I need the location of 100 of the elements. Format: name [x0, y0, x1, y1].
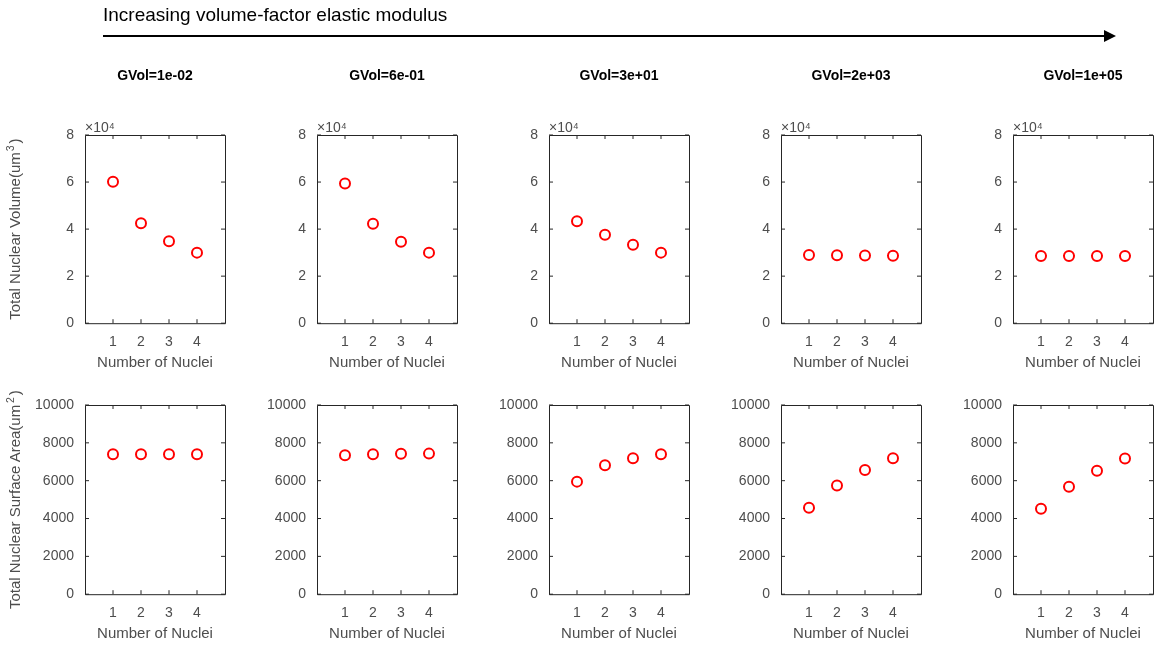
point — [627, 238, 639, 251]
x-tick-label: 3 — [861, 333, 870, 350]
x-axis-title: Number of Nuclei — [97, 353, 213, 371]
y-tick-label: 4000 — [970, 509, 1003, 526]
x-tick-label: 3 — [397, 333, 406, 350]
y-axis-title: Total Nuclear Surface Area(um2) — [4, 390, 23, 610]
annotation: ×10⁴ — [781, 119, 811, 135]
x-tick-label: 1 — [109, 333, 118, 350]
y-tick-label: 2000 — [970, 547, 1003, 564]
y-tick-label: 4 — [762, 219, 771, 236]
y-tick-label: 6000 — [274, 471, 307, 488]
y-tick-label: 10000 — [267, 395, 307, 412]
y-tick-label: 4000 — [42, 509, 75, 526]
x-axis-title: Number of Nuclei — [793, 353, 909, 371]
point — [163, 235, 175, 248]
y-tick-label: 10000 — [731, 395, 771, 412]
y-tick-label: 6000 — [42, 471, 75, 488]
x-axis-title: Number of Nuclei — [329, 353, 445, 371]
x-tick-label: 3 — [1093, 333, 1102, 350]
x-tick-label: 4 — [193, 604, 202, 621]
point — [627, 452, 639, 465]
x-tick-label: 2 — [369, 604, 378, 621]
point — [859, 464, 871, 477]
y-tick-label: 8 — [298, 125, 307, 142]
x-tick-label: 2 — [833, 604, 842, 621]
x-tick-label: 2 — [1065, 604, 1074, 621]
chart-title: GVol=6e-01 — [349, 67, 426, 83]
x-tick-label: 4 — [1121, 604, 1130, 621]
y-tick-label: 10000 — [963, 395, 1003, 412]
y-tick-label: 4 — [66, 219, 75, 236]
x-axis-title: Number of Nuclei — [97, 624, 213, 642]
y-tick-label: 2 — [66, 267, 75, 284]
y-tick-label: 0 — [66, 314, 75, 331]
x-tick-label: 3 — [165, 333, 174, 350]
x-axis-title: Number of Nuclei — [329, 624, 445, 642]
y-tick-label: 0 — [994, 585, 1003, 602]
x-tick-label: 4 — [193, 333, 202, 350]
y-tick-label: 6 — [530, 172, 539, 189]
y-tick-label: 10000 — [35, 395, 75, 412]
point — [1091, 464, 1103, 477]
x-tick-label: 3 — [1093, 604, 1102, 621]
y-tick-label: 6000 — [970, 471, 1003, 488]
y-tick-label: 8 — [530, 125, 539, 142]
x-tick-label: 1 — [805, 333, 814, 350]
x-tick-label: 1 — [805, 604, 814, 621]
y-tick-label: 8 — [66, 125, 75, 142]
x-axis-title: Number of Nuclei — [1025, 353, 1141, 371]
x-tick-label: 2 — [601, 333, 610, 350]
point — [887, 452, 899, 465]
x-tick-label: 2 — [137, 333, 146, 350]
x-tick-label: 4 — [889, 604, 898, 621]
y-tick-label: 2000 — [506, 547, 539, 564]
x-tick-label: 1 — [1037, 604, 1046, 621]
point — [803, 501, 815, 514]
x-tick-label: 4 — [1121, 333, 1130, 350]
y-tick-label: 4 — [530, 219, 539, 236]
y-tick-label: 8 — [994, 125, 1003, 142]
x-tick-label: 3 — [629, 333, 638, 350]
x-tick-label: 2 — [369, 333, 378, 350]
y-tick-label: 10000 — [499, 395, 539, 412]
point — [1063, 480, 1075, 493]
y-tick-label: 0 — [762, 314, 771, 331]
y-tick-label: 2 — [298, 267, 307, 284]
annotation: ×10⁴ — [549, 119, 579, 135]
x-tick-label: 4 — [657, 604, 666, 621]
y-tick-label: 8000 — [42, 433, 75, 450]
point — [395, 235, 407, 248]
y-tick-label: 2 — [762, 267, 771, 284]
y-tick-label: 8 — [762, 125, 771, 142]
x-tick-label: 1 — [341, 333, 350, 350]
chart-title: GVol=1e+05 — [1043, 67, 1123, 83]
y-tick-label: 2000 — [738, 547, 771, 564]
point — [571, 215, 583, 228]
y-tick-label: 0 — [298, 585, 307, 602]
x-tick-label: 4 — [889, 333, 898, 350]
x-axis-title: Number of Nuclei — [1025, 624, 1141, 642]
point — [367, 217, 379, 230]
x-axis-title: Number of Nuclei — [561, 624, 677, 642]
annotation: ×10⁴ — [1013, 119, 1043, 135]
y-tick-label: 4 — [298, 219, 307, 236]
y-tick-label: 4000 — [274, 509, 307, 526]
y-tick-label: 6 — [762, 172, 771, 189]
point — [655, 246, 667, 259]
x-tick-label: 1 — [573, 333, 582, 350]
x-tick-label: 3 — [165, 604, 174, 621]
annotation: ×10⁴ — [85, 119, 115, 135]
y-tick-label: 2 — [530, 267, 539, 284]
x-tick-label: 1 — [341, 604, 350, 621]
text: Increasing volume-factor elastic modulus — [103, 4, 448, 26]
point — [831, 479, 843, 492]
y-tick-label: 8000 — [274, 433, 307, 450]
point — [107, 175, 119, 188]
x-tick-label: 3 — [629, 604, 638, 621]
y-tick-label: 0 — [530, 314, 539, 331]
y-tick-label: 2000 — [42, 547, 75, 564]
y-axis-title: Total Nuclear Volume(um3) — [4, 138, 23, 320]
y-tick-label: 8000 — [970, 433, 1003, 450]
x-tick-label: 1 — [573, 604, 582, 621]
point — [1035, 502, 1047, 515]
x-tick-label: 2 — [1065, 333, 1074, 350]
